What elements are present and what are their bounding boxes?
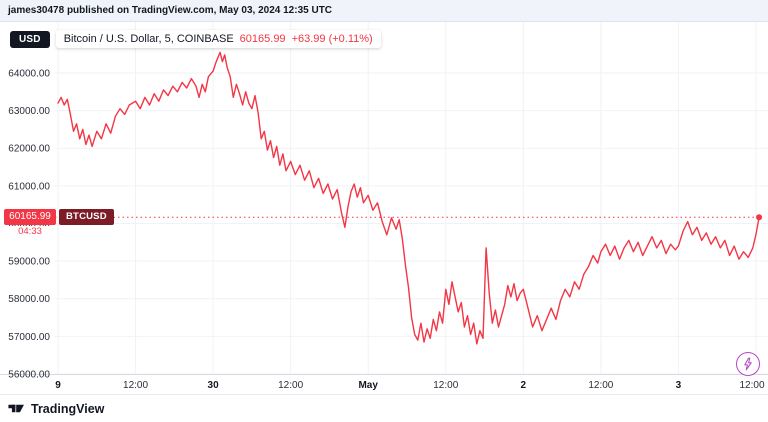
- x-axis-label: 2: [521, 380, 527, 391]
- chart-area[interactable]: 56000.0057000.0058000.0059000.0060000.00…: [0, 22, 768, 394]
- chart-canvas[interactable]: 56000.0057000.0058000.0059000.0060000.00…: [0, 22, 768, 394]
- y-axis-label: 57000.00: [8, 332, 50, 343]
- x-axis-label: 3: [676, 380, 682, 391]
- tradingview-logo-icon[interactable]: [8, 401, 26, 416]
- symbol-title: Bitcoin / U.S. Dollar, 5, COINBASE: [63, 33, 234, 45]
- x-axis-label: 12:00: [278, 380, 303, 391]
- legend: USD Bitcoin / U.S. Dollar, 5, COINBASE 6…: [10, 30, 381, 48]
- symbol-badge: BTCUSD: [59, 209, 114, 226]
- boost-button[interactable]: [736, 352, 760, 376]
- attribution-bar: james30478 published on TradingView.com,…: [0, 0, 768, 22]
- current-price-badge: 60165.99: [4, 209, 56, 226]
- footer-bar: TradingView: [0, 394, 768, 422]
- y-axis-label: 59000.00: [8, 257, 50, 268]
- x-axis-label: 12:00: [588, 380, 613, 391]
- currency-badge: USD: [10, 30, 50, 48]
- y-axis-label: 62000.00: [8, 144, 50, 155]
- y-axis-label: 58000.00: [8, 294, 50, 305]
- y-axis-label: 61000.00: [8, 181, 50, 192]
- price-line: [57, 51, 760, 345]
- y-axis-label: 56000.00: [8, 370, 50, 381]
- y-axis-label: 63000.00: [8, 106, 50, 117]
- bar-countdown: 04:33: [4, 225, 56, 238]
- attribution-text: james30478 published on TradingView.com,…: [8, 5, 333, 16]
- legend-change: +63.99 (+0.11%): [291, 33, 373, 45]
- x-axis-label: 12:00: [123, 380, 148, 391]
- x-axis-label: 12:00: [739, 380, 764, 391]
- x-axis-label: 12:00: [433, 380, 458, 391]
- current-price-tag: 60165.99 BTCUSD: [4, 209, 114, 226]
- symbol-legend-pill[interactable]: Bitcoin / U.S. Dollar, 5, COINBASE 60165…: [55, 30, 381, 48]
- legend-price: 60165.99: [239, 33, 286, 45]
- x-axis-label: May: [358, 380, 378, 391]
- y-axis-label: 64000.00: [8, 68, 50, 79]
- last-price-marker: [756, 214, 763, 221]
- x-axis-label: 30: [208, 380, 220, 391]
- lightning-bolt-icon: [744, 357, 752, 371]
- x-axis-label: 9: [55, 380, 61, 391]
- brand-name[interactable]: TradingView: [31, 401, 105, 416]
